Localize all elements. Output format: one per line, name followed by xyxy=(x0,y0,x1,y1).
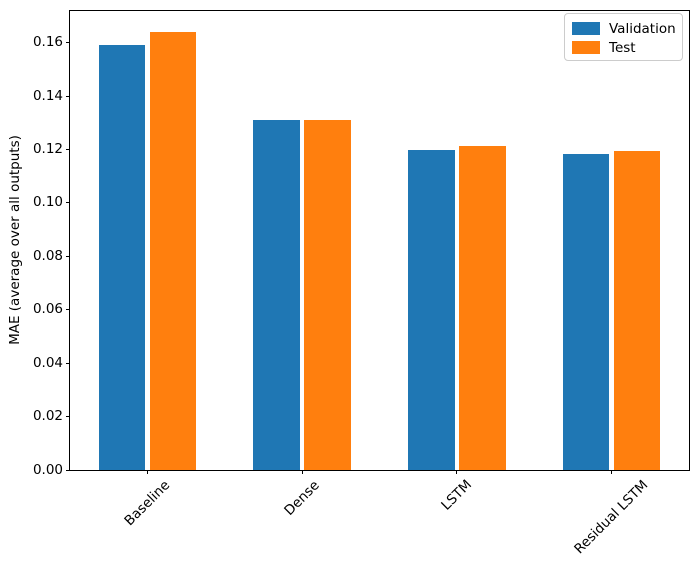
x-tick-label-lstm: LSTM xyxy=(438,476,475,514)
x-tick-mark xyxy=(611,470,613,474)
bar-test-lstm xyxy=(459,145,506,470)
y-tick-mark xyxy=(66,202,70,204)
legend-label-test: Test xyxy=(609,39,636,56)
x-tick-label-residual-lstm: Residual LSTM xyxy=(571,476,652,557)
y-tick-label: 0.04 xyxy=(32,354,63,371)
x-tick-mark xyxy=(301,470,303,474)
legend-item-validation: Validation xyxy=(565,19,682,38)
bar-test-residual-lstm xyxy=(613,150,661,470)
bar-test-baseline xyxy=(149,32,197,470)
bar-validation-lstm xyxy=(408,149,455,470)
y-tick-label: 0.16 xyxy=(32,34,63,51)
y-tick-label: 0.02 xyxy=(32,408,63,425)
y-tick-label: 0.10 xyxy=(32,194,63,211)
y-tick-mark xyxy=(66,42,70,44)
x-tick-label-baseline: Baseline xyxy=(121,476,174,529)
y-tick-label: 0.12 xyxy=(32,141,63,158)
y-tick-mark xyxy=(66,416,70,418)
legend: Validation Test xyxy=(564,13,683,61)
y-tick-mark xyxy=(66,309,70,311)
bar-validation-baseline xyxy=(98,45,146,470)
y-tick-mark xyxy=(66,149,70,151)
bar-validation-residual-lstm xyxy=(562,153,610,470)
y-tick-label: 0.00 xyxy=(32,461,63,478)
bar-validation-dense xyxy=(253,120,300,470)
y-tick-mark xyxy=(66,362,70,364)
y-tick-label: 0.08 xyxy=(32,247,63,264)
y-tick-mark xyxy=(66,255,70,257)
x-tick-mark xyxy=(456,470,458,474)
x-tick-label-dense: Dense xyxy=(280,477,323,519)
test-swatch xyxy=(572,41,600,54)
y-tick-label: 0.06 xyxy=(32,301,63,318)
bar-test-dense xyxy=(304,120,351,470)
y-tick-mark xyxy=(66,469,70,471)
x-tick-mark xyxy=(146,470,148,474)
validation-swatch xyxy=(572,22,600,35)
legend-item-test: Test xyxy=(565,38,682,57)
y-tick-mark xyxy=(66,95,70,97)
y-tick-label: 0.14 xyxy=(32,87,63,104)
legend-label-validation: Validation xyxy=(609,20,676,37)
